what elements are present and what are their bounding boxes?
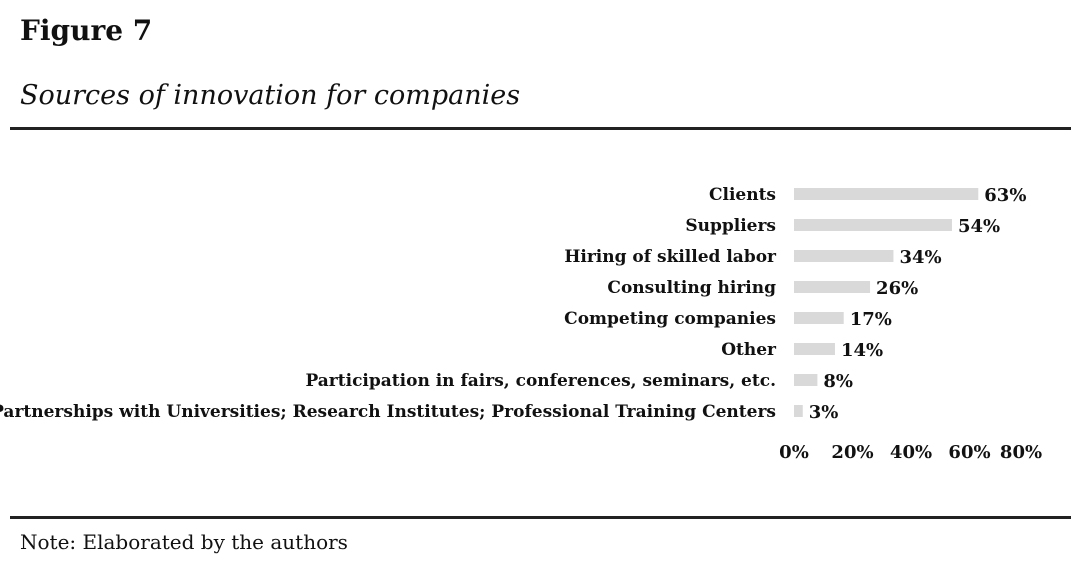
bar [794, 312, 844, 324]
data-label: 63% [984, 185, 1026, 206]
category-label: Consulting hiring [607, 278, 776, 298]
category-label: Other [721, 340, 777, 360]
x-tick-label: 0% [779, 442, 809, 463]
data-label: 17% [850, 309, 892, 330]
bar [794, 250, 894, 262]
data-label: 3% [809, 402, 839, 423]
bar [794, 405, 803, 417]
bar [794, 188, 979, 200]
data-label: 26% [876, 278, 918, 299]
category-label: Participation in fairs, conferences, sem… [305, 371, 776, 391]
figure-title: Figure 7 [20, 14, 153, 47]
x-tick-label: 80% [1000, 442, 1042, 463]
data-label: 14% [841, 340, 883, 361]
top-rule [10, 127, 1071, 130]
x-tick-label: 60% [948, 442, 990, 463]
figure-subtitle: Sources of innovation for companies [20, 80, 521, 111]
bar [794, 374, 818, 386]
x-tick-label: 20% [831, 442, 873, 463]
x-tick-label: 40% [890, 442, 932, 463]
bar [794, 343, 835, 355]
figure-note: Note: Elaborated by the authors [20, 530, 348, 554]
category-label: Clients [709, 185, 776, 205]
bar [794, 219, 952, 231]
data-label: 54% [958, 216, 1000, 237]
category-label: Hiring of skilled labor [564, 247, 777, 267]
data-label: 8% [823, 371, 853, 392]
bar [794, 281, 871, 293]
data-label: 34% [899, 247, 941, 268]
bottom-rule [10, 516, 1071, 519]
category-label: Partnerships with Universities; Research… [0, 402, 776, 422]
category-label: Suppliers [685, 216, 776, 236]
category-label: Competing companies [564, 309, 776, 329]
